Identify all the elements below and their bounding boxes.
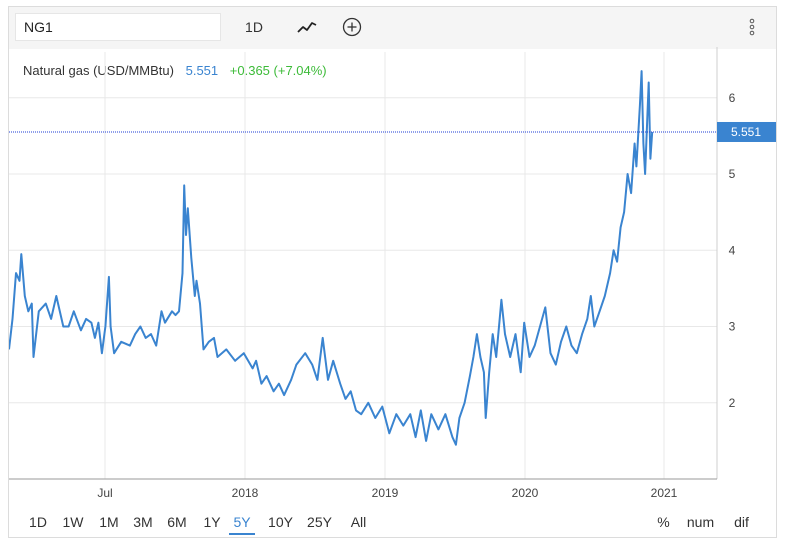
vertical-dots-icon <box>749 18 755 36</box>
range-button-1d[interactable]: 1D <box>29 514 47 530</box>
x-tick-label: 2021 <box>651 486 678 500</box>
symbol-input[interactable] <box>15 13 221 41</box>
x-tick-label: Jul <box>97 486 112 500</box>
legend-last-price: 5.551 <box>185 63 219 78</box>
range-button-6m[interactable]: 6M <box>167 514 187 530</box>
y-tick-label: 6 <box>729 91 736 105</box>
range-button-1m[interactable]: 1M <box>99 514 119 530</box>
y-tick-label: 3 <box>729 320 736 334</box>
range-button-1y[interactable]: 1Y <box>203 514 221 530</box>
price-series-line <box>9 70 654 446</box>
y-tick-label: 5 <box>729 167 736 181</box>
range-button-5y[interactable]: 5Y <box>229 509 255 535</box>
last-price-tag-label: 5.551 <box>731 125 761 139</box>
legend-change: +0.365 (+7.04%) <box>229 63 327 78</box>
y-tick-label: 4 <box>729 243 736 257</box>
compare-button[interactable] <box>337 13 367 41</box>
last-price-tag <box>717 121 776 142</box>
range-button-1w[interactable]: 1W <box>62 514 84 530</box>
x-tick-label: 2019 <box>372 486 399 500</box>
scale-mode-num[interactable]: num <box>686 514 715 530</box>
line-chart-icon <box>297 22 317 33</box>
toolbar: 1D <box>9 7 776 49</box>
range-button-3m[interactable]: 3M <box>133 514 153 530</box>
chart-legend: Natural gas (USD/MMBtu) 5.551 +0.365 (+7… <box>23 63 327 78</box>
scale-mode-percent[interactable]: % <box>657 514 670 530</box>
price-chart[interactable]: Jul 2018 2019 2020 2021 2 3 4 5 6 5.551 <box>9 7 776 507</box>
y-tick-label: 2 <box>729 396 736 410</box>
interval-button[interactable]: 1D <box>245 19 263 35</box>
scale-mode-dif[interactable]: dif <box>734 514 749 530</box>
legend-series-name: Natural gas (USD/MMBtu) <box>23 63 174 78</box>
x-tick-label: 2018 <box>232 486 259 500</box>
x-tick-label: 2020 <box>512 486 539 500</box>
menu-button[interactable] <box>742 13 762 41</box>
range-button-all[interactable]: All <box>350 514 367 530</box>
chart-type-button[interactable] <box>291 13 323 41</box>
chart-widget: 1D Natural gas (USD/MMBtu) 5.551 +0.365 … <box>8 6 777 538</box>
range-button-10y[interactable]: 10Y <box>268 514 293 530</box>
range-button-25y[interactable]: 25Y <box>307 514 332 530</box>
plus-circle-icon <box>342 17 362 37</box>
range-selector: 1D 1W 1M 3M 6M 1Y 5Y 10Y 25Y All% num dif <box>9 509 776 535</box>
